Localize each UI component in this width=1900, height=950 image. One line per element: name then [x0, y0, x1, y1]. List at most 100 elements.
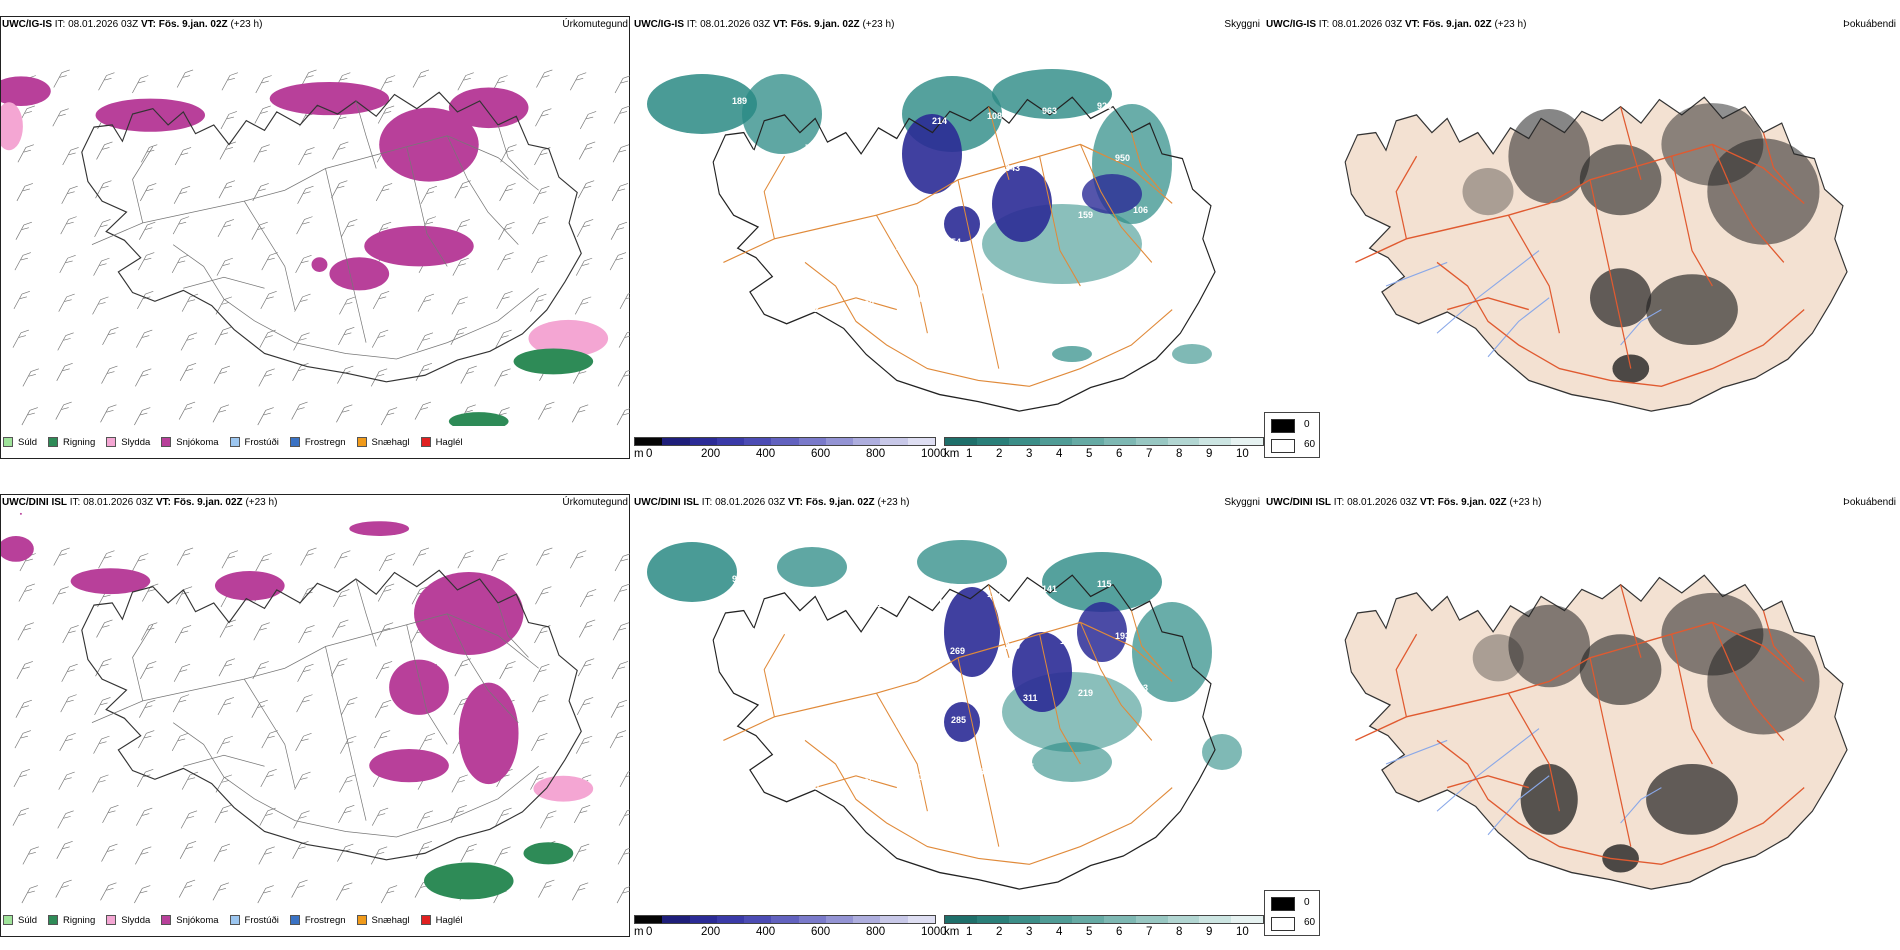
visibility-label: 847	[969, 289, 984, 299]
visibility-map: 914 950 982 285 95 115 977 887 322 175 141 193 123 15…	[632, 512, 1264, 937]
legend-item: Slydda	[106, 915, 150, 926]
colorbar-step	[880, 916, 908, 923]
colorbar-unit-m: m	[634, 448, 644, 460]
model-name: UWC/IG-IS	[1266, 19, 1316, 30]
fog-legend-label: 0	[1304, 419, 1310, 430]
colorbar-step	[1103, 438, 1136, 445]
fog-legend-swatch	[1271, 897, 1295, 911]
legend-label: Haglél	[435, 436, 463, 448]
model-name: UWC/IG-IS	[2, 19, 52, 30]
colorbar-tick: 6	[1116, 926, 1123, 938]
colorbar-step	[716, 916, 745, 923]
iceland-map-fog-0	[1344, 96, 1848, 412]
legend-label: Rigning	[63, 436, 96, 448]
colorbar-step	[853, 438, 881, 445]
visibility-map: 189 72 148 54 265 920 222 307 261 847 963 950 156 109…	[632, 34, 1264, 459]
visibility-label: 175	[969, 767, 984, 777]
visibility-label: 593	[1133, 683, 1148, 693]
colorbar-tick: 1000	[921, 448, 947, 460]
legend-swatch	[356, 437, 367, 447]
colorbar-tick: 200	[701, 448, 721, 460]
forecast-row-0: UWC/IG-IS IT: 08.01.2026 03Z VT: Fös. 9.…	[0, 0, 1900, 470]
visibility-label: 963	[1042, 106, 1057, 116]
colorbar-tick: 5	[1086, 926, 1093, 938]
fog-legend: 0 60	[1264, 412, 1320, 458]
colorbar-step	[1135, 438, 1168, 445]
colorbar-unit-km: km	[944, 448, 960, 460]
iceland-map-precip-0	[1, 69, 630, 426]
panel-title: Þokuábendi	[1843, 497, 1896, 508]
colorbar-tick: 400	[756, 926, 776, 938]
panel-header: UWC/IG-IS IT: 08.01.2026 03Z VT: Fös. 9.…	[634, 19, 1260, 33]
colorbar-step	[880, 438, 908, 445]
legend-item: Snæhagl	[356, 915, 410, 926]
visibility-label: 107	[987, 589, 1002, 599]
panel-title: Úrkomutegund	[562, 497, 628, 508]
colorbar-tick: 4	[1056, 448, 1063, 460]
fog-index-map	[1264, 512, 1896, 937]
legend-item: Rigning	[48, 437, 95, 448]
visibility-label: 148	[878, 190, 893, 200]
legend-swatch	[106, 437, 117, 447]
visibility-label: 249	[1005, 641, 1020, 651]
colorbar-step	[825, 438, 854, 445]
fog-legend-swatch	[1271, 917, 1295, 931]
colorbar-tick: 7	[1146, 448, 1153, 460]
forecast-row-1: UWC/DINI ISL IT: 08.01.2026 03Z VT: Fös.…	[0, 478, 1900, 948]
legend-swatch	[48, 437, 59, 447]
legend-label: Snjókoma	[176, 436, 219, 448]
colorbar-tick: 600	[811, 926, 831, 938]
panel-title: Úrkomutegund	[562, 19, 628, 30]
colorbar-step	[798, 916, 826, 923]
fog-legend-swatch	[1271, 419, 1295, 433]
legend-label: Snæhagl	[371, 436, 410, 448]
model-name: UWC/IG-IS	[634, 19, 684, 30]
colorbar-step	[662, 916, 690, 923]
colorbar-tick: 2	[996, 926, 1003, 938]
legend-item: Súld	[3, 915, 37, 926]
colorbar-step	[1167, 438, 1200, 445]
visibility-label: 265	[1024, 284, 1039, 294]
colorbar-tick: 1000	[921, 926, 947, 938]
visibility-label: 123	[768, 678, 783, 688]
colorbar-step	[635, 438, 663, 445]
fog-legend-label: 0	[1304, 897, 1310, 908]
iceland-map-precip-1	[1, 512, 630, 904]
visibility-label: 322	[896, 720, 911, 730]
colorbar-tick: 0	[646, 926, 653, 938]
colorbar-step	[976, 438, 1009, 445]
precip-type-map	[1, 512, 630, 904]
valid-time: VT: Fös. 9.jan. 02Z	[1419, 497, 1507, 508]
legend-item: Snjókoma	[161, 436, 219, 448]
colorbar-tick: 7	[1146, 926, 1153, 938]
colorbar-tick: 0	[646, 448, 653, 460]
precip-type-panel: UWC/IG-IS IT: 08.01.2026 03Z VT: Fös. 9.…	[0, 0, 632, 470]
visibility-label: 950	[805, 621, 820, 631]
visibility-label: 193	[1115, 631, 1130, 641]
model-name: UWC/DINI ISL	[2, 497, 67, 508]
legend-label: Slydda	[121, 914, 151, 926]
colorbar-step	[635, 916, 663, 923]
legend-label: Súld	[18, 914, 38, 926]
precip-type-legend: Súld Rigning Slydda Snjókoma Frostúði Frostre…	[3, 432, 463, 452]
fog-legend-label: 60	[1304, 917, 1316, 928]
legend-item: Frostúði	[229, 437, 279, 448]
colorbar-tick: 600	[811, 448, 831, 460]
colorbar-tick: 800	[866, 448, 886, 460]
visibility-label: 972	[804, 304, 819, 314]
precip-type-panel: UWC/DINI ISL IT: 08.01.2026 03Z VT: Fös.…	[0, 478, 632, 948]
legend-item: Slydda	[106, 437, 150, 448]
colorbar-unit-m: m	[634, 926, 644, 938]
visibility-label: 269	[950, 646, 965, 656]
legend-item: Súld	[3, 437, 37, 448]
legend-item: Rigning	[48, 915, 95, 926]
lead-time: (+23 h)	[1494, 19, 1527, 30]
visibility-label: 156	[768, 200, 783, 210]
precip-type-legend: Súld Rigning Slydda Snjókoma Frostúði Frostre…	[3, 910, 463, 930]
legend-label: Haglél	[435, 914, 463, 926]
visibility-panel: UWC/IG-IS IT: 08.01.2026 03Z VT: Fös. 9.…	[632, 0, 1264, 470]
colorbar-step	[945, 438, 977, 445]
colorbar-step	[716, 438, 745, 445]
visibility-label: 108	[987, 111, 1002, 121]
visibility-label: 159	[1078, 210, 1093, 220]
